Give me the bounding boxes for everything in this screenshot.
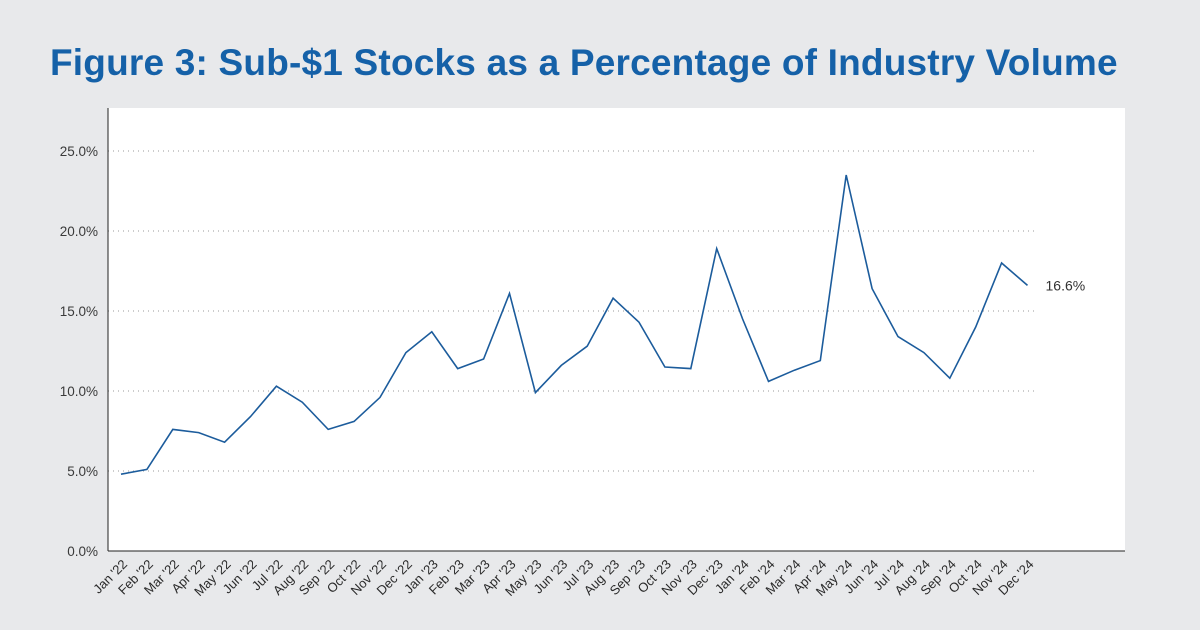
- data-point: [508, 291, 512, 295]
- data-point: [223, 440, 227, 444]
- data-point: [585, 344, 589, 348]
- data-point: [1000, 261, 1004, 265]
- data-point: [870, 287, 874, 291]
- y-tick-label: 25.0%: [60, 144, 98, 159]
- data-point: [533, 391, 537, 395]
- data-point: [818, 359, 822, 363]
- data-point: [767, 379, 771, 383]
- data-point: [352, 419, 356, 423]
- series-group: [119, 173, 1030, 476]
- data-point: [1026, 283, 1030, 287]
- data-point: [948, 376, 952, 380]
- y-tick-label: 15.0%: [60, 304, 98, 319]
- data-point: [404, 351, 408, 355]
- data-point: [844, 173, 848, 177]
- y-tick-label: 0.0%: [67, 544, 98, 559]
- series-line: [120, 174, 1029, 475]
- data-point: [274, 384, 278, 388]
- data-point: [482, 357, 486, 361]
- data-point: [741, 317, 745, 321]
- data-point: [430, 330, 434, 334]
- data-point: [326, 427, 330, 431]
- data-point: [792, 368, 796, 372]
- y-axis-ticks: 0.0% 5.0% 10.0% 15.0% 20.0% 25.0%: [60, 144, 98, 559]
- plot-area: [108, 108, 1125, 551]
- data-point: [171, 427, 175, 431]
- data-point: [559, 363, 563, 367]
- axes: [107, 108, 1125, 552]
- annotations: 16.6%: [1046, 277, 1086, 293]
- data-point: [119, 472, 123, 476]
- y-tick-label: 5.0%: [67, 464, 98, 479]
- data-point: [249, 415, 253, 419]
- y-tick-label: 20.0%: [60, 224, 98, 239]
- data-point: [922, 351, 926, 355]
- end-value-label: 16.6%: [1046, 277, 1086, 293]
- data-point: [300, 400, 304, 404]
- data-point: [637, 320, 641, 324]
- data-point: [689, 367, 693, 371]
- data-point: [611, 296, 615, 300]
- data-point: [715, 247, 719, 251]
- data-point: [974, 325, 978, 329]
- data-point: [145, 467, 149, 471]
- data-point: [896, 335, 900, 339]
- data-point: [663, 365, 667, 369]
- data-point: [197, 431, 201, 435]
- data-point: [378, 395, 382, 399]
- data-point: [456, 367, 460, 371]
- y-tick-label: 10.0%: [60, 384, 98, 399]
- chart-title: Figure 3: Sub-$1 Stocks as a Percentage …: [50, 42, 1118, 83]
